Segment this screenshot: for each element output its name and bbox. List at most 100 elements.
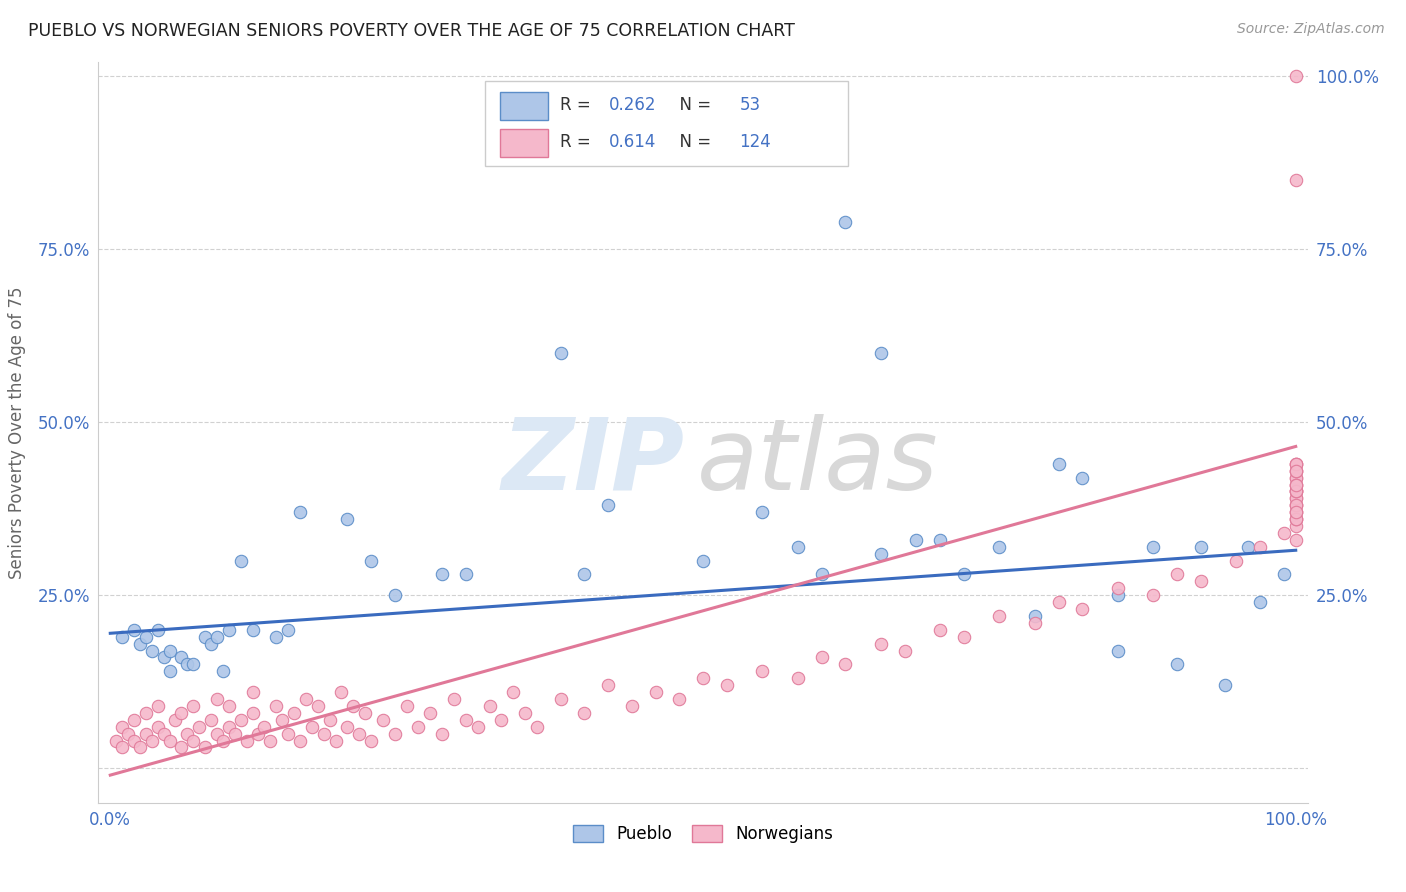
Point	[1107, 588, 1129, 602]
Point	[786, 540, 808, 554]
Y-axis label: Seniors Poverty Over the Age of 75: Seniors Poverty Over the Age of 75	[8, 286, 27, 579]
Point	[235, 733, 257, 747]
Point	[550, 692, 572, 706]
Point	[1285, 477, 1308, 491]
Point	[502, 685, 524, 699]
Point	[336, 720, 359, 734]
Point	[159, 733, 181, 747]
Point	[1285, 519, 1308, 533]
Point	[834, 214, 856, 228]
Point	[810, 567, 832, 582]
Point	[598, 498, 620, 512]
Text: PUEBLO VS NORWEGIAN SENIORS POVERTY OVER THE AGE OF 75 CORRELATION CHART: PUEBLO VS NORWEGIAN SENIORS POVERTY OVER…	[28, 22, 794, 40]
Point	[122, 713, 145, 727]
Point	[1024, 609, 1046, 624]
Point	[1249, 540, 1271, 554]
Point	[1272, 567, 1295, 582]
Text: N =: N =	[669, 96, 717, 114]
Point	[1285, 457, 1308, 471]
Point	[218, 720, 240, 734]
Point	[283, 706, 305, 720]
Point	[159, 643, 181, 657]
Point	[1166, 567, 1188, 582]
Point	[1285, 457, 1308, 471]
Point	[117, 726, 139, 740]
Point	[751, 665, 773, 679]
Point	[952, 567, 974, 582]
Point	[1107, 582, 1129, 596]
Point	[598, 678, 620, 692]
Point	[786, 671, 808, 685]
Point	[141, 643, 163, 657]
Point	[194, 630, 217, 644]
Point	[929, 533, 952, 547]
Text: R =: R =	[561, 134, 596, 152]
Point	[135, 726, 157, 740]
Point	[454, 567, 477, 582]
Point	[1285, 484, 1308, 499]
Point	[1189, 574, 1212, 589]
Point	[716, 678, 738, 692]
Point	[1285, 512, 1308, 526]
Point	[146, 623, 169, 637]
Point	[1285, 173, 1308, 187]
Point	[1285, 505, 1308, 519]
Point	[1285, 498, 1308, 512]
Point	[692, 554, 714, 568]
Point	[218, 623, 240, 637]
Text: 124: 124	[740, 134, 770, 152]
Point	[988, 609, 1011, 624]
Point	[129, 740, 152, 755]
Point	[229, 554, 252, 568]
Point	[692, 671, 714, 685]
Point	[668, 692, 690, 706]
Point	[1285, 70, 1308, 84]
Legend: Pueblo, Norwegians: Pueblo, Norwegians	[567, 819, 839, 850]
Point	[1024, 615, 1046, 630]
Point	[288, 733, 311, 747]
Point	[1285, 477, 1308, 491]
Point	[146, 698, 169, 713]
Point	[277, 623, 299, 637]
Point	[129, 637, 152, 651]
Point	[1285, 505, 1308, 519]
Point	[515, 706, 537, 720]
Text: atlas: atlas	[697, 414, 939, 511]
Point	[170, 706, 193, 720]
Point	[111, 740, 134, 755]
Point	[271, 713, 294, 727]
Point	[384, 726, 406, 740]
Point	[181, 698, 204, 713]
Point	[224, 726, 246, 740]
Point	[181, 733, 204, 747]
Point	[432, 567, 454, 582]
Point	[159, 665, 181, 679]
Point	[170, 650, 193, 665]
Point	[141, 733, 163, 747]
Point	[188, 720, 211, 734]
Text: N =: N =	[669, 134, 717, 152]
Point	[1285, 512, 1308, 526]
Point	[988, 540, 1011, 554]
Point	[929, 623, 952, 637]
Point	[111, 630, 134, 644]
Point	[1142, 588, 1164, 602]
Point	[1071, 602, 1094, 616]
Point	[419, 706, 441, 720]
Point	[395, 698, 418, 713]
Point	[869, 637, 891, 651]
Point	[1237, 540, 1260, 554]
Point	[1047, 457, 1070, 471]
Point	[1285, 533, 1308, 547]
Point	[1166, 657, 1188, 672]
Point	[1047, 595, 1070, 609]
Point	[264, 630, 287, 644]
Point	[1272, 525, 1295, 540]
Point	[467, 720, 489, 734]
Point	[242, 623, 264, 637]
Point	[360, 733, 382, 747]
Point	[869, 346, 891, 360]
Point	[347, 726, 370, 740]
Point	[1285, 512, 1308, 526]
Point	[1285, 484, 1308, 499]
